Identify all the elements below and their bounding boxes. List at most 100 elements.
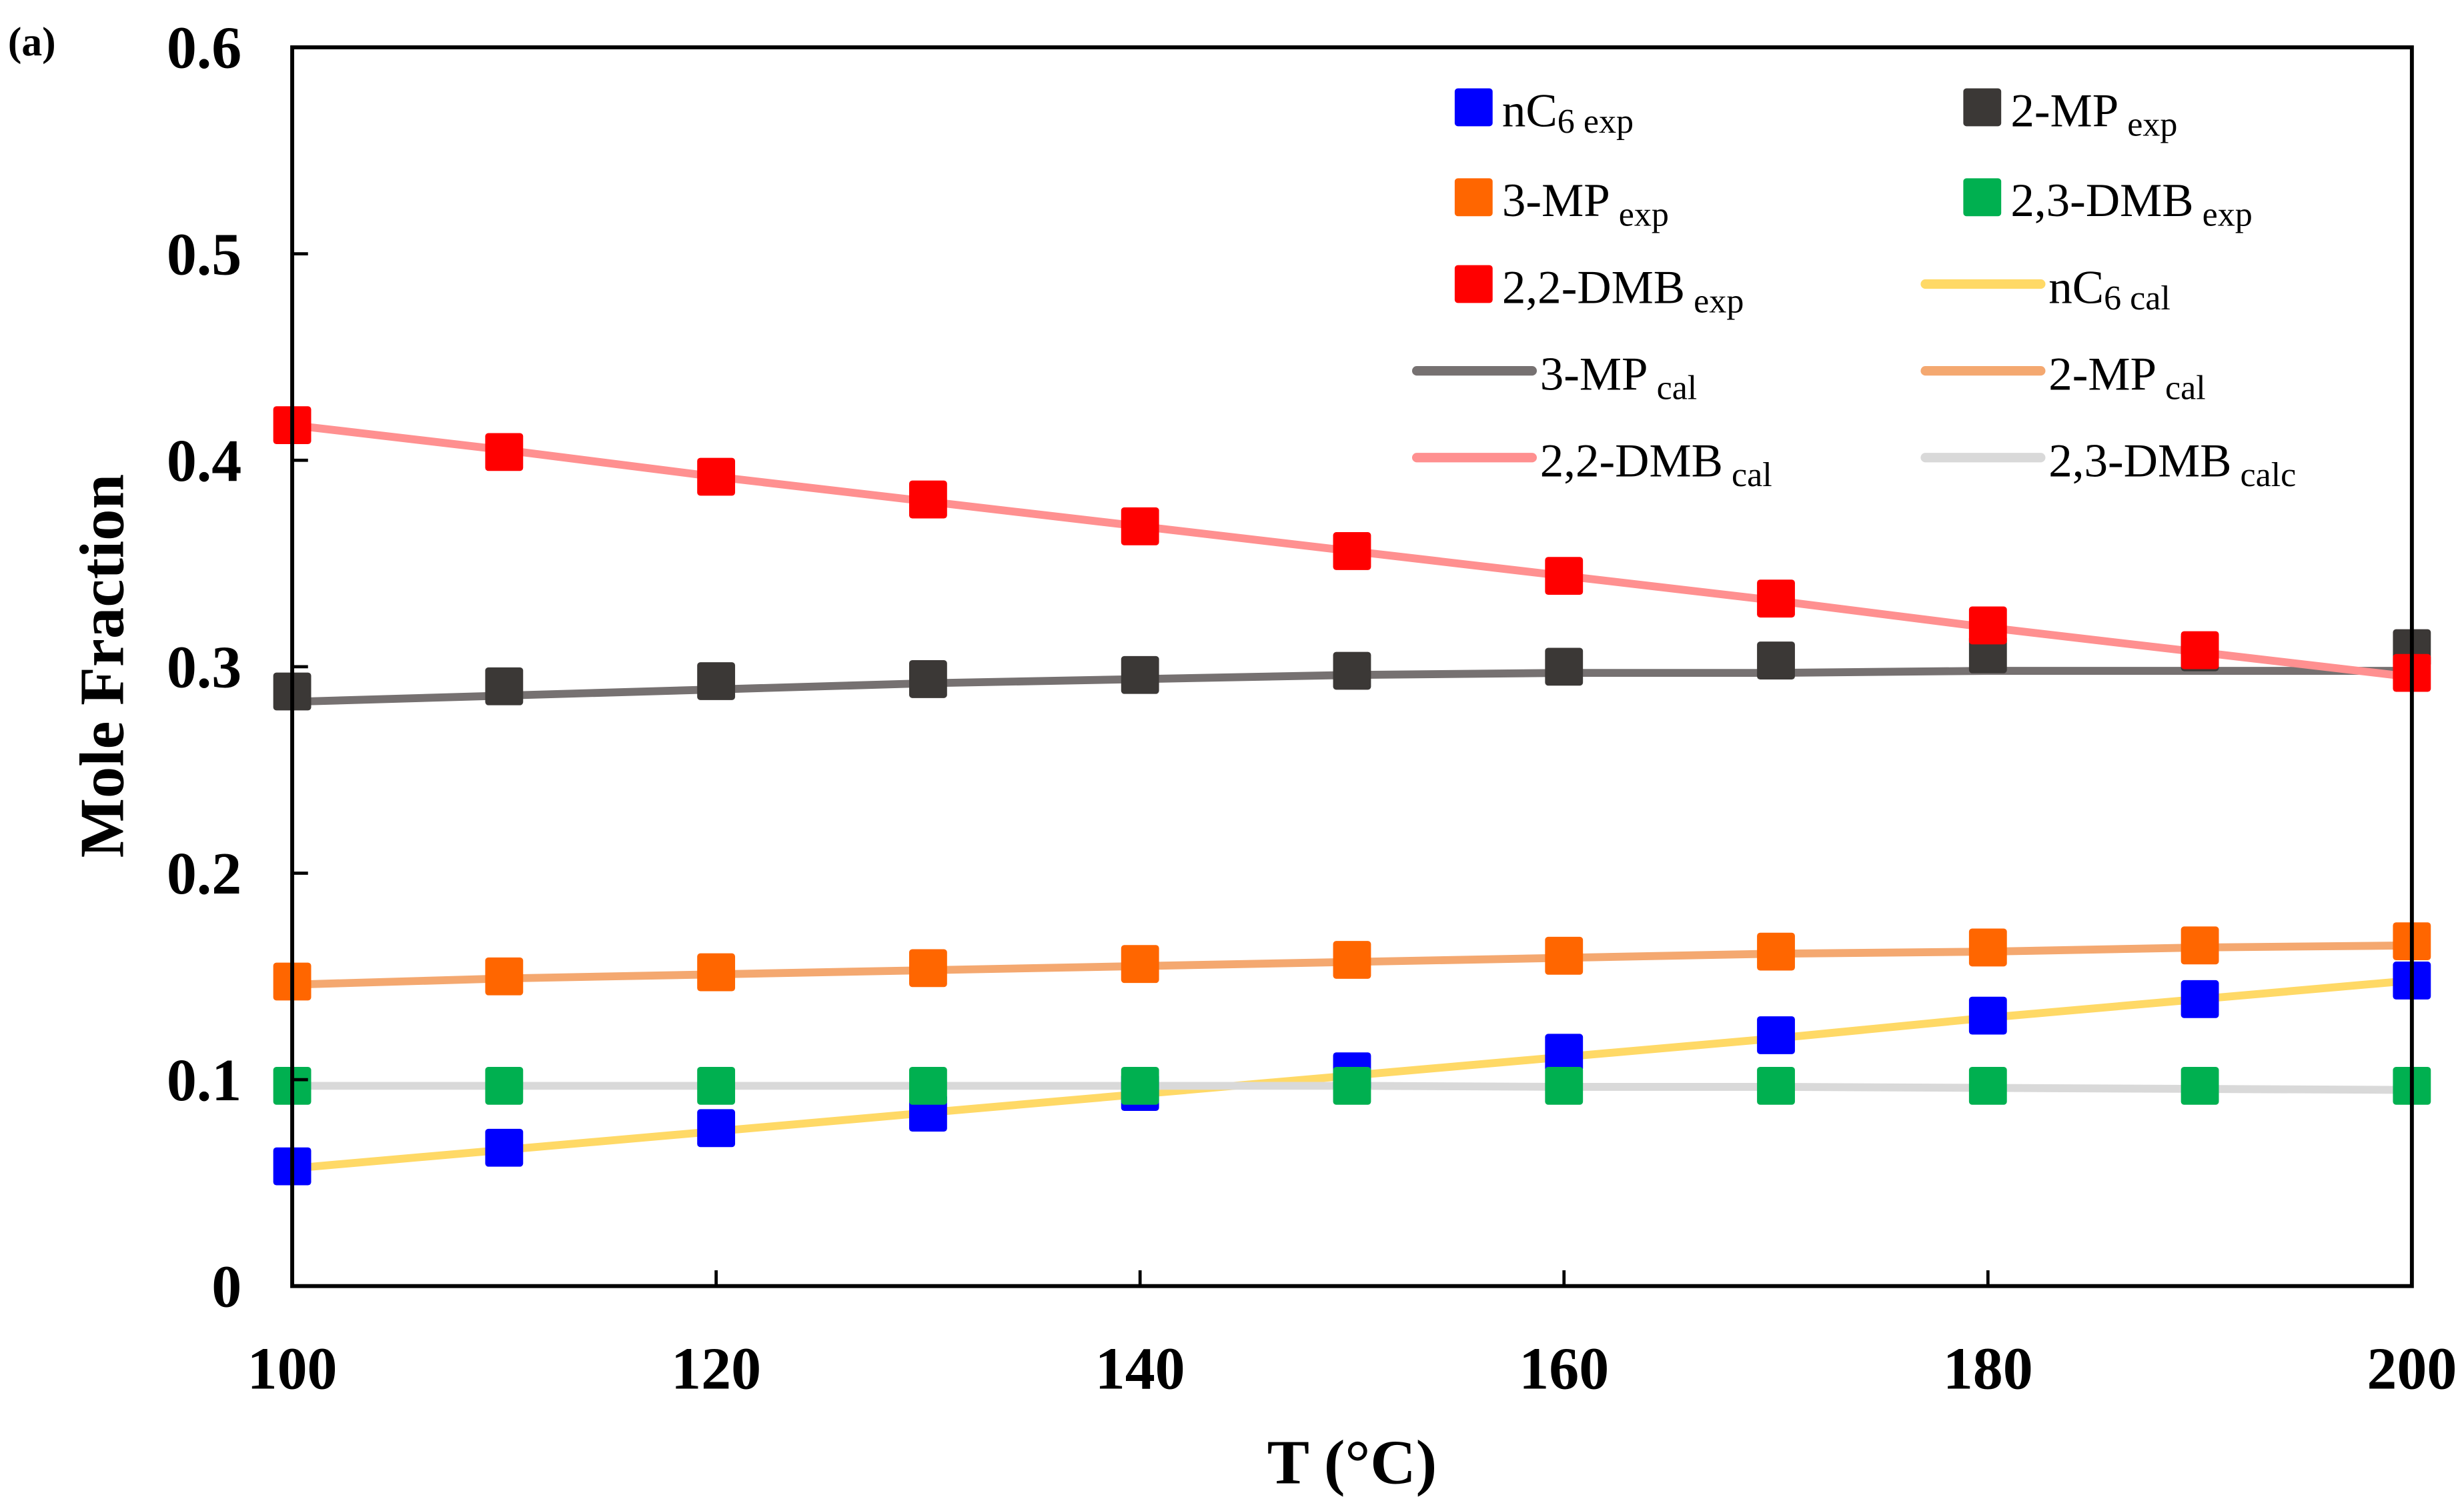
y-tick-label: 0 <box>211 1254 241 1320</box>
marker-2-2-dmb-exp <box>485 433 524 471</box>
marker-3-mp-exp <box>485 957 524 996</box>
legend-label-base: 2,3-DMB <box>2048 435 2231 487</box>
marker-3-mp-exp <box>1121 945 1159 984</box>
y-tick-label: 0.1 <box>167 1048 241 1114</box>
marker-2-3-dmb-exp <box>2181 1066 2219 1105</box>
legend-label-subscript: cal <box>2121 279 2171 317</box>
marker-nc6-exp <box>2181 980 2219 1018</box>
legend-label: 2,3-DMB calc <box>2048 435 2296 494</box>
marker-3-mp-exp <box>908 949 947 988</box>
marker-2-3-dmb-exp <box>485 1066 524 1105</box>
legend-item-2-mp-exp: 2-MP exp <box>1963 85 2177 144</box>
legend-label-subscript: 6 <box>1558 103 1575 141</box>
y-tick-label: 0.4 <box>167 428 241 494</box>
legend-label: 3-MP cal <box>1540 349 1698 407</box>
marker-nc6-exp <box>485 1128 524 1167</box>
legend-item-3-mp-cal: 3-MP cal <box>1411 349 1698 407</box>
marker-nc6-exp <box>697 1109 736 1148</box>
x-tick-label: 100 <box>247 1336 338 1402</box>
legend-item-2-mp-cal: 2-MP cal <box>1920 349 2206 407</box>
legend-label: 2,3-DMB exp <box>2010 175 2252 233</box>
marker-2-2-dmb-exp <box>1757 579 1795 618</box>
legend-label-base: nC <box>1502 85 1558 137</box>
legend-label-base: 2,3-DMB <box>2010 175 2193 227</box>
legend-label-subscript: calc <box>2231 456 2296 494</box>
marker-3-mp-exp <box>2181 926 2219 965</box>
marker-2-3-dmb-exp <box>908 1066 947 1105</box>
legend-label-subscript: exp <box>2194 195 2253 233</box>
marker-2-3-dmb-exp <box>1757 1066 1795 1105</box>
legend-item-2-2-dmb-exp: 2,2-DMB exp <box>1454 261 1744 321</box>
marker-3-mp-exp <box>1757 932 1795 971</box>
legend-label-subscript: exp <box>2118 106 2177 144</box>
legend-item-2-2-dmb-cal: 2,2-DMB cal <box>1411 435 1772 494</box>
legend-label-base: 2,2-DMB <box>1540 435 1723 487</box>
legend-label-base: 3-MP <box>1540 349 1648 401</box>
marker-2-mp-exp <box>1121 655 1159 694</box>
legend-label: 2,2-DMB exp <box>1502 261 1744 320</box>
legend-label-base: 2-MP <box>2048 349 2157 401</box>
legend-label: 2-MP cal <box>2048 349 2206 407</box>
legend-label-subscript: cal <box>1648 369 1698 407</box>
legend-item-2-3-dmb-exp: 2,3-DMB exp <box>1963 175 2253 233</box>
legend-label: 2-MP exp <box>2010 85 2177 143</box>
legend-marker <box>1454 265 1493 303</box>
y-tick-label: 0.2 <box>167 841 241 907</box>
marker-2-mp-exp <box>1333 651 1371 690</box>
panel-label: (a) <box>8 19 56 65</box>
marker-2-mp-exp <box>1968 635 2007 673</box>
marker-2-2-dmb-exp <box>2181 631 2219 669</box>
legend-label: 2,2-DMB cal <box>1540 435 1772 494</box>
legend-label-base: 2,2-DMB <box>1502 261 1685 313</box>
marker-2-mp-exp <box>1545 647 1584 686</box>
legend-item-2-3-dmb-calc: 2,3-DMB calc <box>1920 435 2296 494</box>
legend-label: nC6 exp <box>1502 85 1634 140</box>
marker-3-mp-exp <box>1333 941 1371 979</box>
marker-2-mp-exp <box>1757 641 1795 679</box>
y-axis: 0 0.1 0.2 0.3 0.4 0.5 0.6 <box>167 15 308 1320</box>
legend-marker <box>1454 178 1493 217</box>
marker-2-3-dmb-exp <box>1121 1066 1159 1105</box>
legend-label-base: 3-MP <box>1502 175 1610 227</box>
legend-label: nC6 cal <box>2048 261 2171 317</box>
marker-2-3-dmb-exp <box>1333 1066 1371 1105</box>
x-tick-label: 200 <box>2367 1336 2457 1402</box>
marker-2-2-dmb-exp <box>1968 606 2007 645</box>
marker-2-2-dmb-exp <box>1545 557 1584 595</box>
legend-label-subscript: exp <box>1610 195 1669 233</box>
legend-marker <box>1963 88 2002 127</box>
x-axis-label: T (°C) <box>1267 1428 1437 1498</box>
marker-2-mp-exp <box>908 660 947 698</box>
x-tick-label: 180 <box>1943 1336 2033 1402</box>
marker-2-mp-exp <box>697 662 736 700</box>
legend-item-3-mp-exp: 3-MP exp <box>1454 175 1669 233</box>
x-tick-label: 120 <box>671 1336 761 1402</box>
legend-label-subscript: 6 <box>2104 279 2121 317</box>
x-tick-label: 140 <box>1095 1336 1185 1402</box>
legend-marker <box>1454 88 1493 127</box>
marker-3-mp-exp <box>1968 928 2007 967</box>
y-axis-label: Mole Fraction <box>68 474 137 858</box>
marker-2-2-dmb-exp <box>1333 532 1371 570</box>
marker-2-3-dmb-exp <box>697 1066 736 1105</box>
marker-2-3-dmb-exp <box>1545 1066 1584 1105</box>
marker-3-mp-exp <box>1545 936 1584 975</box>
marker-3-mp-exp <box>697 953 736 992</box>
x-tick-label: 160 <box>1519 1336 1609 1402</box>
legend-label: 3-MP exp <box>1502 175 1669 233</box>
marker-2-3-dmb-exp <box>1968 1066 2007 1105</box>
legend-marker <box>1963 178 2002 217</box>
legend-label-base: nC <box>2048 261 2104 313</box>
x-axis: 100 120 140 160 180 200 <box>247 1270 2457 1402</box>
legend-label-subscript: cal <box>1723 456 1772 494</box>
marker-nc6-exp <box>1545 1034 1584 1072</box>
marker-2-2-dmb-exp <box>697 457 736 496</box>
marker-2-2-dmb-exp <box>1121 507 1159 545</box>
marker-nc6-exp <box>1757 1016 1795 1054</box>
legend-label-base: 2-MP <box>2010 85 2118 137</box>
exp-markers <box>273 406 2431 1186</box>
legend-label-subscript: exp <box>1575 103 1634 141</box>
y-tick-label: 0.3 <box>167 635 241 701</box>
